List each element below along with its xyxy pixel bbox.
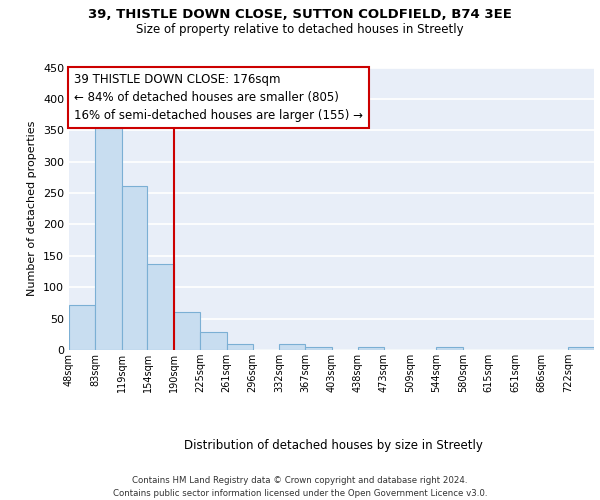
Bar [69, 305, 95, 350]
Text: Contains HM Land Registry data © Crown copyright and database right 2024.
Contai: Contains HM Land Registry data © Crown c… [113, 476, 487, 498]
Bar [279, 344, 305, 350]
Bar [568, 347, 594, 350]
Bar [200, 332, 227, 350]
Text: Size of property relative to detached houses in Streetly: Size of property relative to detached ho… [136, 22, 464, 36]
Bar [174, 312, 200, 350]
Bar [436, 348, 463, 350]
Bar [122, 186, 148, 350]
Bar [305, 347, 332, 350]
Y-axis label: Number of detached properties: Number of detached properties [28, 121, 37, 296]
Bar [148, 264, 174, 350]
Text: 39 THISTLE DOWN CLOSE: 176sqm
← 84% of detached houses are smaller (805)
16% of : 39 THISTLE DOWN CLOSE: 176sqm ← 84% of d… [74, 73, 363, 122]
Bar [358, 347, 384, 350]
Bar [95, 114, 122, 350]
Text: Distribution of detached houses by size in Streetly: Distribution of detached houses by size … [184, 440, 482, 452]
Bar [227, 344, 253, 350]
Text: 39, THISTLE DOWN CLOSE, SUTTON COLDFIELD, B74 3EE: 39, THISTLE DOWN CLOSE, SUTTON COLDFIELD… [88, 8, 512, 20]
